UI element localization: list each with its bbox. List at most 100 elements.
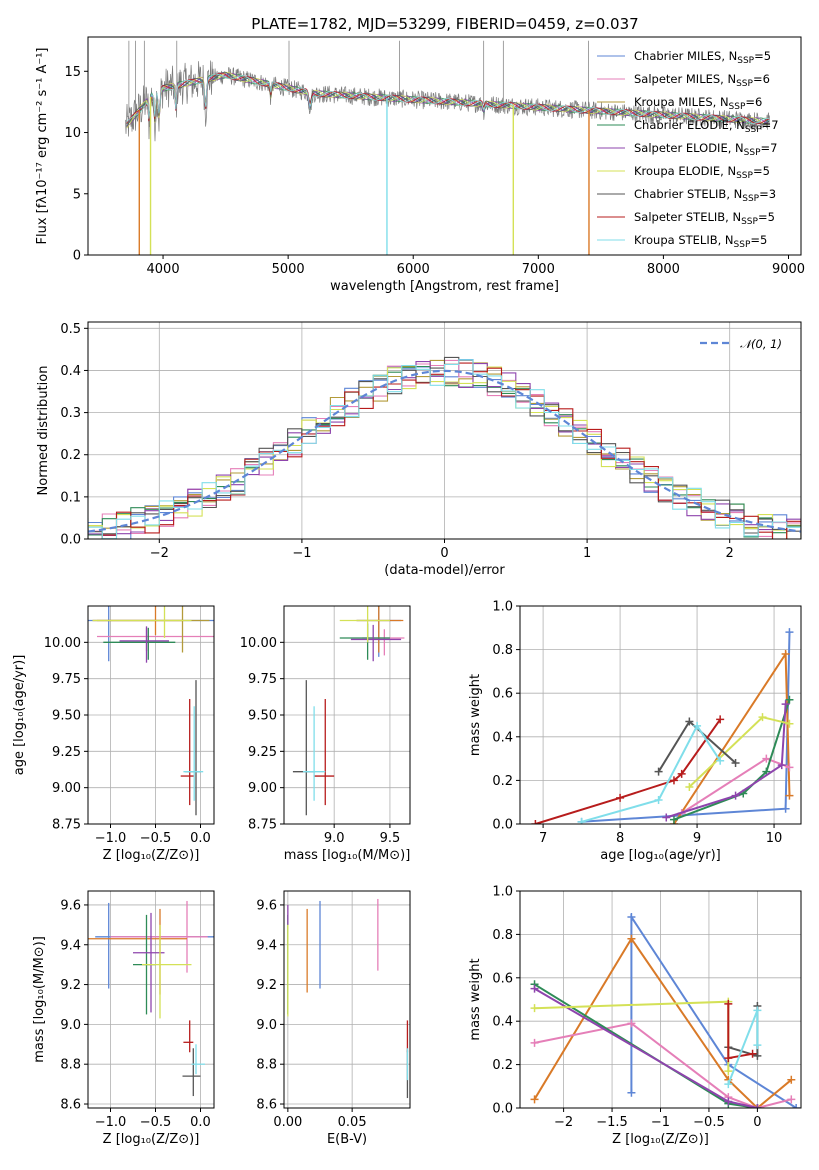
normal-distribution-curve [88,369,801,533]
legend-label-text: Salpeter ELODIE, N [634,141,744,155]
y-tick-label: 0.8 [492,928,513,943]
plus-marker [724,1067,733,1076]
x-tick-label: 5000 [272,262,305,277]
y-tick-label: 1.0 [492,885,513,900]
y-tick-label: 9.6 [60,898,81,913]
y-tick-label: 0.4 [60,364,81,379]
x-axis-label: E(B-V) [327,1132,367,1147]
mass-weight-line [534,1022,792,1108]
x-tick-label: 7000 [522,262,555,277]
legend-subscript: SSP [737,56,754,66]
legend-label-text: Kroupa STELIB, N [634,233,734,247]
x-tick-label: 4000 [147,262,180,277]
series [531,628,794,824]
x-tick-label: 0 [753,1115,761,1130]
x-tick-label: −1.5 [596,1115,628,1130]
plus-marker [762,754,771,763]
plus-marker [785,763,794,772]
plus-marker [627,913,636,922]
plus-marker [685,717,694,726]
mass-weight-line [533,983,758,1108]
y-tick-label: 10.00 [44,636,81,651]
plus-marker [724,1054,733,1063]
y-axis-label: age [log₁₀(age/yr)] [12,655,27,776]
panel-residuals: −2 −1 0 1 2 0.0 0.1 0.2 0.3 0.4 0.5 (data-model)/er… [36,321,802,578]
x-tick-label: 1 [583,546,591,561]
y-axis-label: Normed distribution [36,366,51,496]
mass-weight-line [581,723,722,823]
y-tick-label: 8.75 [52,818,81,833]
plus-marker [748,1049,757,1058]
panel-spectrum: 4000 5000 6000 7000 8000 9000 0 5 10 15 wavelength… [35,36,805,294]
legend-label: Kroupa MILES, NSSP=6 [634,95,762,112]
y-tick-label: 0.5 [60,322,81,337]
plus-marker [753,1104,762,1108]
panel-age_vs_mass: 9.0 9.5 8.75 9.00 9.25 9.50 9.75 10.00 mass [log… [240,605,411,863]
y-tick-label: 0.6 [492,971,513,986]
x-axis-label: age [log₁₀(age/yr)] [600,848,721,863]
panel-massweight_vs_age: 7 8 9 10 0.0 0.2 0.4 0.6 0.8 1.0 age [log₁₀(age/yr… [468,600,802,863]
x-axis-label: (data-model)/error [384,563,505,578]
points [287,898,409,1099]
mass-weight-line [630,913,797,1108]
legend-subscript: SSP [744,148,761,158]
plus-marker [669,815,678,824]
x-tick-label: 9.5 [380,831,401,846]
plus-marker [627,1088,636,1097]
plus-marker [731,758,740,767]
y-tick-label: 0.6 [492,687,513,702]
plus-marker [785,695,794,704]
plus-marker [785,791,794,800]
x-tick-label: −0.5 [693,1115,725,1130]
x-tick-label: −2 [150,546,169,561]
legend-subscript: SSP [742,194,759,204]
legend-n-value: =5 [758,210,775,224]
x-tick-label: 8 [616,831,624,846]
x-tick-label: −2 [554,1115,573,1130]
y-tick-label: 0.0 [492,1102,513,1117]
y-tick-label: 9.75 [248,672,277,687]
legend-subscript: SSP [736,171,753,181]
legend-label-text: Chabrier MILES, N [634,49,737,63]
plus-marker [724,999,733,1008]
x-axis-label: Z [log₁₀(Z/Z⊙)] [103,1132,200,1147]
x-tick-label: 10 [766,831,783,846]
legend-label: Kroupa STELIB, NSSP=5 [634,233,767,250]
y-tick-label: 5 [73,187,81,202]
y-tick-label: 9.00 [248,781,277,796]
legend-subscript: SSP [736,79,753,89]
plus-marker [693,721,702,730]
legend-label-text: Kroupa ELODIE, N [634,164,736,178]
plus-marker [753,1051,762,1060]
plus-marker [627,1019,636,1028]
y-tick-label: 9.75 [52,672,81,687]
y-tick-label: 0.4 [492,1015,513,1030]
legend-n-value: =5 [753,164,770,178]
legend-label-text: Chabrier STELIB, N [634,187,742,201]
panel-age_vs_Z: −1.0 −0.5 0.0 8.75 9.00 9.25 9.50 9.75 10.00 Z [l… [12,605,215,863]
legend-label-text: Kroupa MILES, N [634,95,729,109]
plus-marker [781,804,790,813]
x-tick-label: −1.0 [95,1115,127,1130]
points [88,900,214,1097]
legend-n-value: =5 [754,49,771,63]
plus-marker [627,934,636,943]
y-tick-label: 8.8 [256,1058,277,1073]
x-tick-label: 0.0 [190,831,211,846]
y-tick-label: 9.00 [52,781,81,796]
plus-marker [685,782,694,791]
axes-frame [87,605,215,825]
model-spectrum-line [126,73,770,124]
plus-marker [785,628,794,637]
plus-marker [530,1038,539,1047]
x-tick-label: 6000 [397,262,430,277]
plus-marker [758,713,767,722]
y-tick-label: 10 [64,126,81,141]
legend-label: Chabrier STELIB, NSSP=3 [634,187,776,204]
histograms [88,356,801,539]
x-tick-label: 0 [440,546,448,561]
plus-marker [662,813,671,822]
spectrum-lines [125,40,770,255]
mass-weight-line [665,704,787,819]
